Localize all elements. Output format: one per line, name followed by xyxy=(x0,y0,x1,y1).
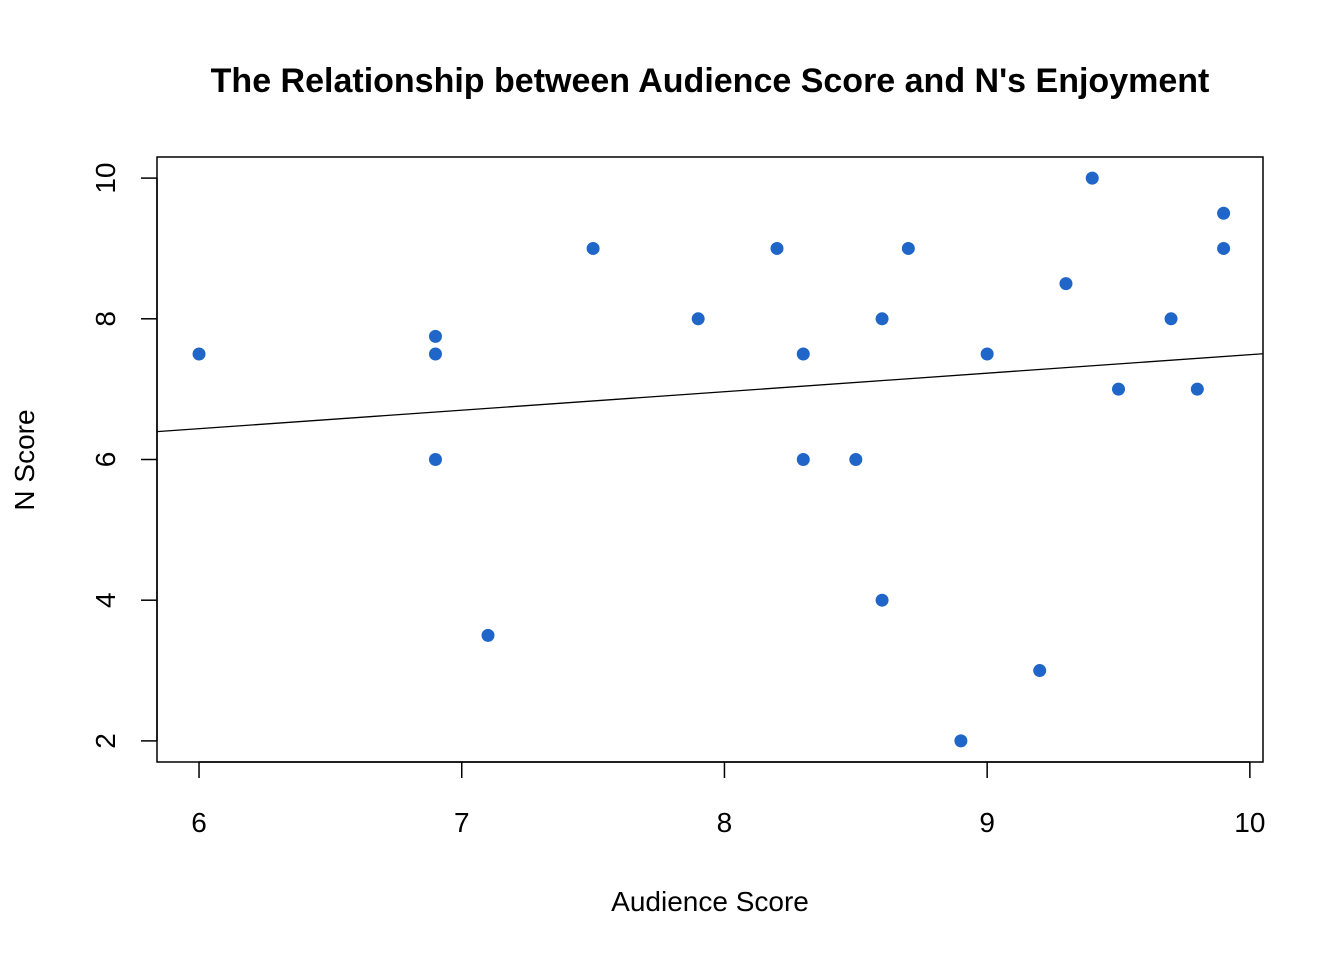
data-point xyxy=(428,453,442,466)
data-point xyxy=(875,593,889,607)
plot-frame xyxy=(156,156,1264,763)
y-tick-label: 4 xyxy=(90,592,121,608)
y-axis: 2 4 6 8 10 xyxy=(90,163,158,749)
data-point xyxy=(1217,206,1231,220)
y-tick-label: 2 xyxy=(90,733,121,749)
chart-title: The Relationship between Audience Score … xyxy=(211,62,1210,100)
x-axis-label: Audience Score xyxy=(611,886,809,917)
data-point xyxy=(796,453,810,466)
x-tick-label: 8 xyxy=(717,807,733,838)
data-point xyxy=(428,347,442,361)
x-tick-label: 9 xyxy=(979,807,995,838)
data-point xyxy=(796,347,810,361)
y-tick-label: 6 xyxy=(90,452,121,468)
data-point xyxy=(1059,277,1073,291)
y-axis-label: N Score xyxy=(9,409,40,510)
data-point xyxy=(1217,241,1231,255)
data-point xyxy=(875,312,889,326)
data-point xyxy=(691,312,705,326)
data-point xyxy=(586,241,600,255)
y-tick-label: 10 xyxy=(90,163,121,194)
data-point xyxy=(849,453,863,466)
data-point xyxy=(1164,312,1178,326)
y-tick-label: 8 xyxy=(90,311,121,327)
regression-line-group xyxy=(156,353,1264,433)
data-point xyxy=(481,628,495,642)
data-point xyxy=(901,241,915,255)
data-point xyxy=(954,734,968,748)
data-points xyxy=(192,171,1231,748)
x-tick-label: 10 xyxy=(1234,807,1265,838)
x-tick-label: 7 xyxy=(454,807,470,838)
data-point xyxy=(192,347,206,361)
data-point xyxy=(1112,382,1126,396)
data-point xyxy=(1190,382,1204,396)
x-axis: 6 7 8 9 10 xyxy=(191,761,1265,838)
x-tick-label: 6 xyxy=(191,807,207,838)
data-point xyxy=(428,329,442,343)
data-point xyxy=(980,347,994,361)
data-point xyxy=(770,241,784,255)
regression-line xyxy=(156,353,1264,433)
data-point xyxy=(1085,171,1099,185)
data-point xyxy=(1033,664,1047,678)
